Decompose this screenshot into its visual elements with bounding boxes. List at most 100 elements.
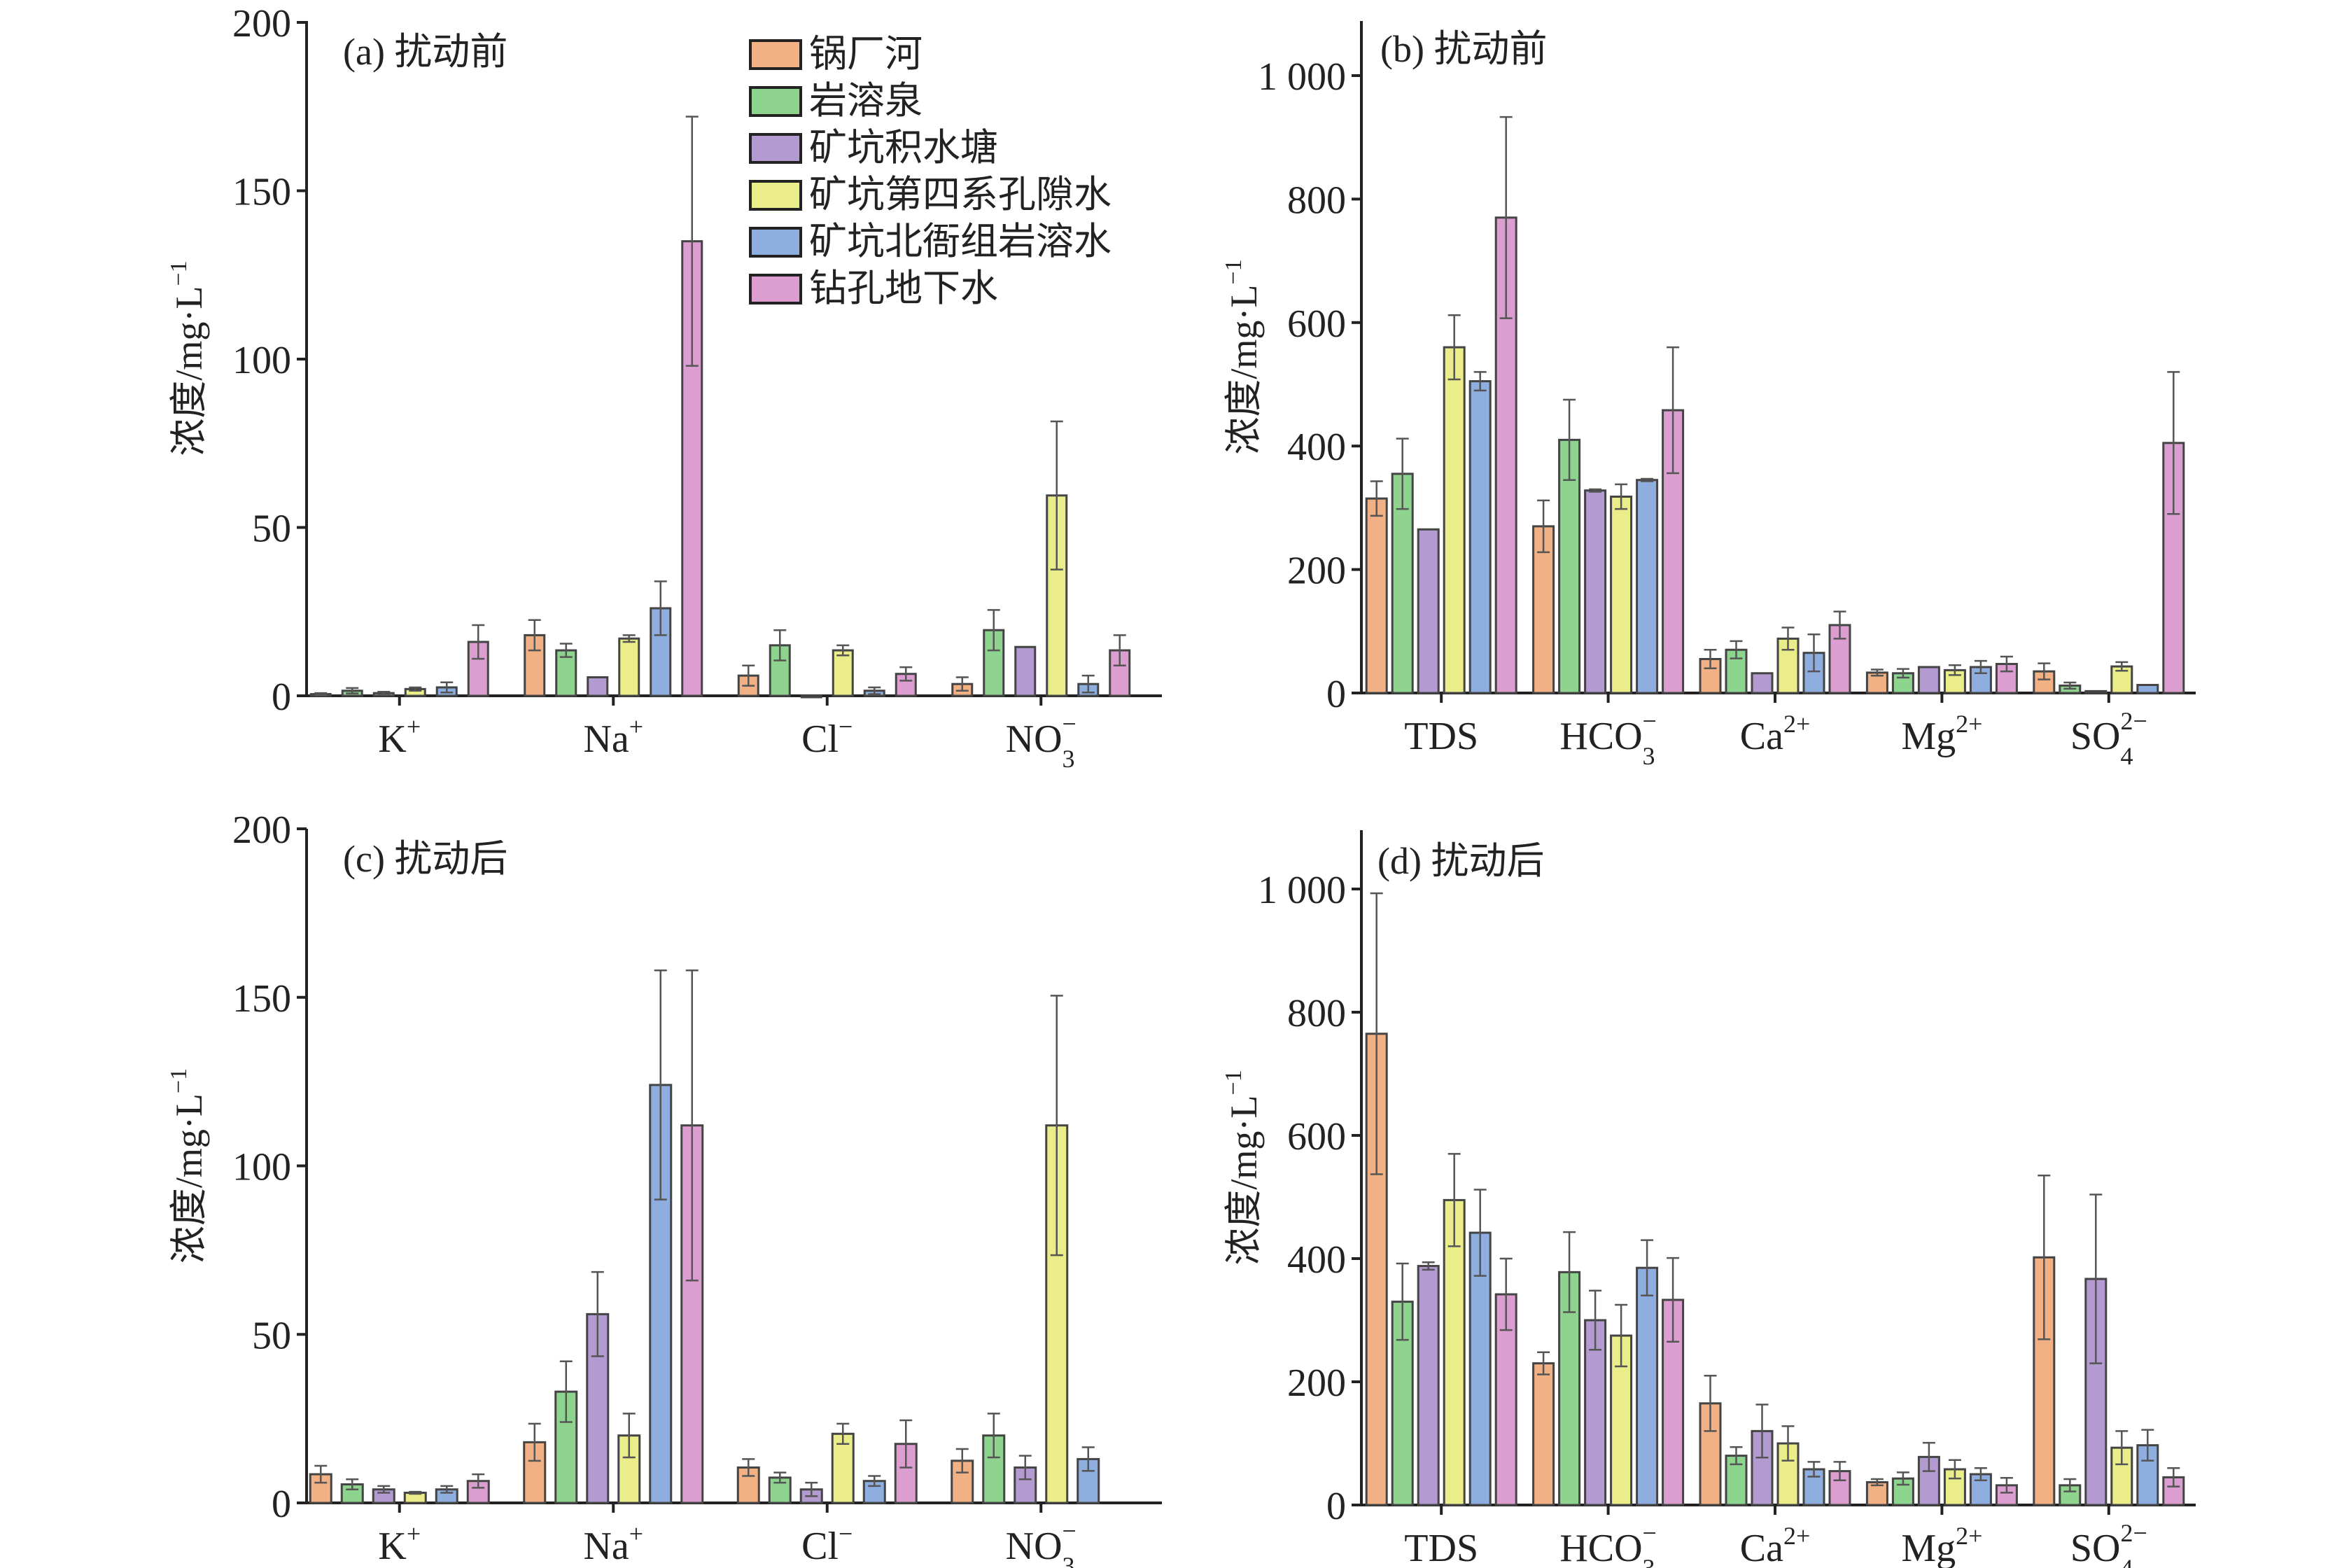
- panel-d: 0 200 400 600 800 1 000 浓度/mg·L−1 (d) 扰动后 TDS HCO…: [1221, 830, 2196, 1568]
- y-tick-label: 200: [232, 808, 291, 852]
- bar-矿坑积水塘: [1584, 1319, 1607, 1506]
- bar-矿坑积水塘: [1417, 1265, 1440, 1506]
- y-axis-label: 浓度/mg·L−1: [1221, 259, 1265, 454]
- x-tick-label: TDS: [1404, 1527, 1478, 1568]
- x-label-base: NO: [1006, 1525, 1063, 1568]
- x-label-sup: +: [629, 1520, 643, 1548]
- x-tick-label: Ca2+: [1740, 1522, 1811, 1568]
- x-tick-label: Mg2+: [1901, 710, 1982, 758]
- bar-矿坑北衙组岩溶水: [1636, 479, 1659, 694]
- panel-b: 0 200 400 600 800 1 000 浓度/mg·L−1 (b) 扰动前 TDS HCO…: [1221, 21, 2196, 770]
- panel-title: (a) 扰动前: [343, 31, 507, 73]
- x-label-base: SO: [2070, 715, 2121, 758]
- x-label-base: SO: [2070, 1527, 2121, 1568]
- x-label-sub: 4: [2120, 1554, 2133, 1568]
- panel-title: (b) 扰动前: [1380, 28, 1547, 70]
- legend-swatch: [749, 227, 802, 258]
- bar-矿坑第四系孔隙水: [1610, 496, 1633, 694]
- legend-swatch: [749, 180, 802, 211]
- x-tick-label: SO4 2−: [2070, 707, 2147, 770]
- bar-钻孔地下水: [1828, 1470, 1851, 1506]
- y-axis-label-text: 浓度/mg·L: [168, 286, 210, 456]
- x-label-base: TDS: [1404, 1527, 1478, 1568]
- x-label-base: HCO: [1559, 1527, 1642, 1568]
- legend-label: 矿坑北衙组岩溶水: [809, 220, 1112, 262]
- x-label-sub: 3: [1643, 1554, 1655, 1568]
- y-tick-label: 800: [1287, 992, 1346, 1035]
- x-label-sub: 3: [1063, 745, 1075, 773]
- bar-锅厂河: [2033, 670, 2056, 694]
- y-tick-label: 600: [1287, 1115, 1346, 1158]
- x-label-sup: 2+: [1783, 1522, 1810, 1550]
- x-tick-label: Na+: [583, 1520, 643, 1568]
- bar-矿坑第四系孔隙水: [832, 649, 854, 697]
- x-tick-label: Na+: [583, 713, 643, 761]
- x-label-sup: +: [629, 713, 643, 741]
- legend-swatch: [749, 39, 802, 70]
- x-label-base: K: [378, 718, 406, 761]
- y-tick-label: 0: [272, 1483, 291, 1526]
- x-tick-label: HCO3 −: [1559, 707, 1657, 770]
- x-label-sub: 3: [1643, 742, 1655, 770]
- y-axis-label: 浓度/mg·L−1: [1221, 1070, 1265, 1265]
- bar-矿坑第四系孔隙水: [1443, 346, 1466, 694]
- bar-矿坑积水塘: [587, 676, 609, 697]
- x-label-base: K: [378, 1525, 406, 1568]
- y-tick-label: 0: [272, 676, 291, 719]
- bar-矿坑北衙组岩溶水: [2136, 1444, 2159, 1506]
- y-tick-label: 0: [1326, 1485, 1346, 1528]
- y-tick-label: 1 000: [1258, 869, 1346, 912]
- x-tick-label: HCO3 −: [1559, 1519, 1657, 1568]
- x-label-base: NO: [1006, 718, 1063, 761]
- y-axis-label-text: 浓度/mg·L: [168, 1093, 210, 1264]
- x-label-sup: +: [407, 713, 421, 741]
- bar-岩溶泉: [1391, 472, 1414, 694]
- x-label-base: Cl: [801, 1525, 839, 1568]
- bar-矿坑积水塘: [1751, 672, 1774, 694]
- bar-锅厂河: [1365, 1032, 1388, 1506]
- y-axis-label-sup: −1: [1221, 1070, 1247, 1095]
- y-tick-label: 400: [1287, 1238, 1346, 1282]
- bar-锅厂河: [1532, 1362, 1555, 1506]
- x-label-base: Mg: [1901, 715, 1956, 758]
- bar-钻孔地下水: [2162, 442, 2185, 694]
- legend-swatch: [749, 86, 802, 117]
- x-label-base: Ca: [1740, 1527, 1783, 1568]
- y-axis-label-sup: −1: [166, 260, 192, 286]
- y-axis-label: 浓度/mg·L−1: [166, 260, 210, 456]
- legend-label: 矿坑第四系孔隙水: [809, 174, 1112, 216]
- legend-label: 锅厂河: [809, 33, 923, 75]
- bar-矿坑北衙组岩溶水: [1636, 1266, 1659, 1506]
- y-tick-label: 150: [232, 977, 291, 1021]
- y-tick-label: 400: [1287, 426, 1346, 469]
- y-tick-label: 200: [1287, 1362, 1346, 1405]
- x-label-sub: 4: [2120, 742, 2133, 770]
- x-label-sup: 2−: [2120, 707, 2147, 735]
- x-label-sup: −: [1643, 1519, 1657, 1547]
- y-axis-label-sup: −1: [166, 1068, 192, 1093]
- x-label-base: Na: [583, 1525, 629, 1568]
- bar-矿坑积水塘: [1417, 528, 1440, 694]
- x-label-sup: −: [1063, 1517, 1077, 1545]
- x-label-sup: +: [407, 1520, 421, 1548]
- x-label-sup: 2+: [1783, 710, 1810, 738]
- bar-矿坑积水塘: [1014, 645, 1037, 697]
- x-tick-label: Cl−: [801, 1520, 853, 1568]
- y-tick-label: 200: [232, 2, 291, 46]
- bar-矿坑北衙组岩溶水: [1468, 380, 1492, 694]
- y-tick-label: 600: [1287, 302, 1346, 346]
- bar-矿坑积水塘: [1917, 666, 1940, 694]
- y-axis-label-text: 浓度/mg·L: [1223, 1096, 1265, 1266]
- x-label-base: TDS: [1404, 715, 1478, 758]
- x-label-base: Cl: [801, 718, 839, 761]
- x-tick-label: Mg2+: [1901, 1522, 1982, 1568]
- x-tick-label: K+: [378, 713, 421, 761]
- x-tick-label: Cl−: [801, 713, 853, 761]
- bar-矿坑第四系孔隙水: [618, 637, 640, 697]
- x-label-base: Na: [583, 718, 629, 761]
- x-label-sub: 3: [1063, 1552, 1075, 1568]
